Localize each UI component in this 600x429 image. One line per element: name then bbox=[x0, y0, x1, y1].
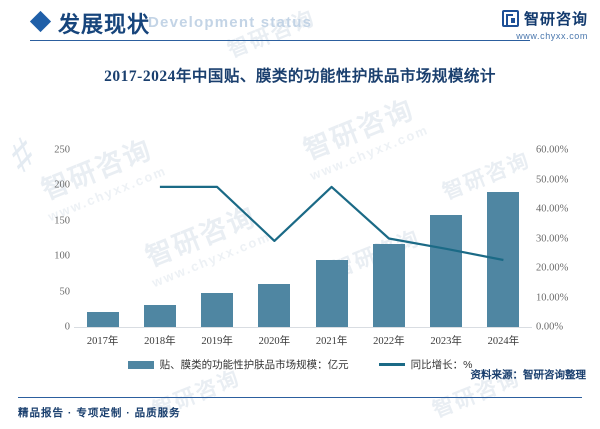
growth-line-path bbox=[160, 187, 504, 260]
x-axis-labels: 2017年 2018年 2019年 2020年 2021年 2022年 2023年 2024年 bbox=[74, 333, 532, 351]
chart-title: 2017-2024年中国贴、膜类的功能性护肤品市场规模统计 bbox=[104, 68, 496, 85]
x-label-2017年: 2017年 bbox=[86, 336, 119, 347]
y-tick-left: 100 bbox=[54, 250, 70, 262]
bar-2021年[interactable] bbox=[315, 259, 348, 327]
page-footer: 资料来源：智研咨询整理 精品报告 · 专项定制 · 品质服务 bbox=[0, 369, 600, 429]
y-tick-right: 30.00% bbox=[536, 233, 569, 244]
legend-item-line[interactable]: 同比增长：% bbox=[378, 357, 473, 372]
x-axis-line bbox=[74, 327, 532, 328]
brand-logo[interactable]: 智研咨询 www.chyxx.com bbox=[501, 8, 588, 41]
footer-divider bbox=[18, 397, 582, 398]
chart-card: 2017-2024年中国贴、膜类的功能性护肤品市场规模统计 0 50 100 150 2… bbox=[22, 52, 578, 386]
bar-2019年[interactable] bbox=[201, 293, 234, 327]
brand-url: www.chyxx.com bbox=[516, 31, 588, 41]
y-tick-right: 40.00% bbox=[536, 203, 569, 215]
y-tick-right: 50.00% bbox=[536, 174, 569, 185]
plot-area bbox=[74, 150, 532, 327]
bar-2022年[interactable] bbox=[372, 244, 405, 327]
y-tick-right: 10.00% bbox=[536, 292, 569, 303]
y-tick-left: 0 bbox=[64, 321, 70, 333]
page-subtitle: Development status bbox=[148, 14, 313, 31]
bar-2020年[interactable] bbox=[258, 283, 291, 327]
legend-label-bar: 贴、膜类的功能性护肤品市场规模：亿元 bbox=[159, 359, 349, 371]
y-tick-right: 60.00% bbox=[536, 144, 569, 156]
y-tick-left: 250 bbox=[54, 144, 70, 156]
x-label-2018年: 2018年 bbox=[144, 336, 176, 347]
y-tick-left: 200 bbox=[54, 179, 70, 191]
source-note: 资料来源：智研咨询整理 bbox=[470, 369, 587, 381]
footer-tagline: 精品报告 · 专项定制 · 品质服务 bbox=[18, 407, 181, 419]
page-title: 发展现状 bbox=[58, 12, 151, 37]
legend-label-line: 同比增长：% bbox=[410, 359, 473, 371]
y-tick-left: 150 bbox=[54, 215, 70, 227]
legend-item-bar[interactable]: 贴、膜类的功能性护肤品市场规模：亿元 bbox=[127, 357, 349, 372]
x-label-2022年: 2022年 bbox=[373, 336, 405, 347]
x-label-2019年: 2019年 bbox=[201, 336, 233, 347]
y-tick-right: 20.00% bbox=[536, 262, 569, 274]
diamond-icon bbox=[29, 10, 52, 33]
x-label-2021年: 2021年 bbox=[315, 336, 348, 347]
x-label-2020年: 2020年 bbox=[258, 336, 291, 347]
legend-swatch-line bbox=[378, 363, 405, 366]
growth-line-series bbox=[74, 150, 532, 327]
y-tick-right: 0.00% bbox=[536, 321, 564, 333]
bar-2023年[interactable] bbox=[430, 215, 463, 327]
legend-swatch-bar bbox=[127, 360, 154, 369]
brand-mark-icon bbox=[501, 10, 519, 27]
brand-name: 智研咨询 bbox=[523, 11, 588, 28]
bar-2017年[interactable] bbox=[86, 312, 119, 327]
y-axis-left: 0 50 100 150 200 250 bbox=[22, 145, 71, 333]
y-axis-right: 0.00% 10.00% 20.00% 30.00% 40.00% 50.00% 60.00… bbox=[536, 145, 580, 333]
x-label-2024年: 2024年 bbox=[487, 336, 520, 347]
bar-2018年[interactable] bbox=[143, 305, 176, 327]
y-tick-left: 50 bbox=[59, 286, 71, 298]
page-header: 发展现状 Development status 智研咨询 www.chyxx.c… bbox=[0, 0, 600, 46]
x-label-2023年: 2023年 bbox=[430, 336, 462, 347]
chart-legend: 贴、膜类的功能性护肤品市场规模：亿元 同比增长：% bbox=[22, 357, 578, 372]
header-divider bbox=[30, 40, 530, 41]
